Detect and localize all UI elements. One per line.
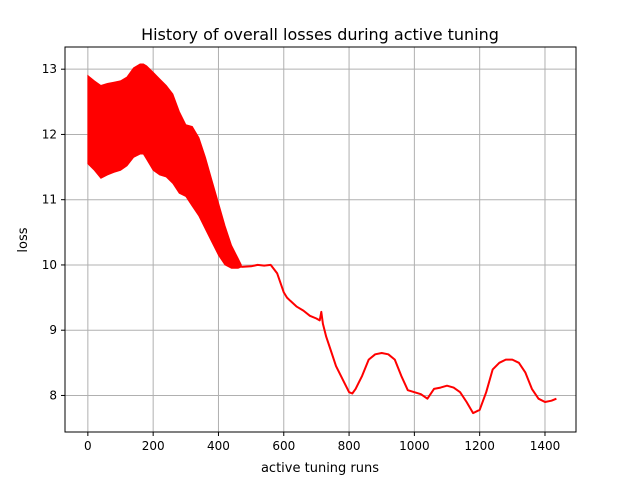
y-tick-label: 11: [42, 193, 57, 207]
x-tick-label: 400: [207, 439, 230, 453]
axes-frame: [64, 46, 577, 433]
x-tick-label: 800: [338, 439, 361, 453]
ticks: 0 200 400 600 800 1000 1200 1400 8 9 10 11 12 13: [42, 62, 561, 453]
x-tick-label: 1000: [399, 439, 430, 453]
y-tick-label: 12: [42, 127, 57, 141]
grid: [65, 47, 576, 432]
y-tick-label: 13: [42, 62, 57, 76]
y-tick-label: 9: [49, 323, 57, 337]
x-axis-label: active tuning runs: [261, 461, 379, 476]
y-tick-label: 8: [49, 388, 57, 402]
x-tick-label: 200: [142, 439, 165, 453]
x-tick-label: 600: [272, 439, 295, 453]
chart-title: History of overall losses during active …: [141, 25, 499, 44]
x-tick-label: 1400: [530, 439, 561, 453]
data-layer: [87, 63, 557, 415]
loss-line: [241, 263, 557, 415]
x-tick-label: 0: [84, 439, 92, 453]
y-axis-label: loss: [16, 227, 31, 252]
x-tick-label: 1200: [464, 439, 495, 453]
y-tick-label: 10: [42, 258, 57, 272]
